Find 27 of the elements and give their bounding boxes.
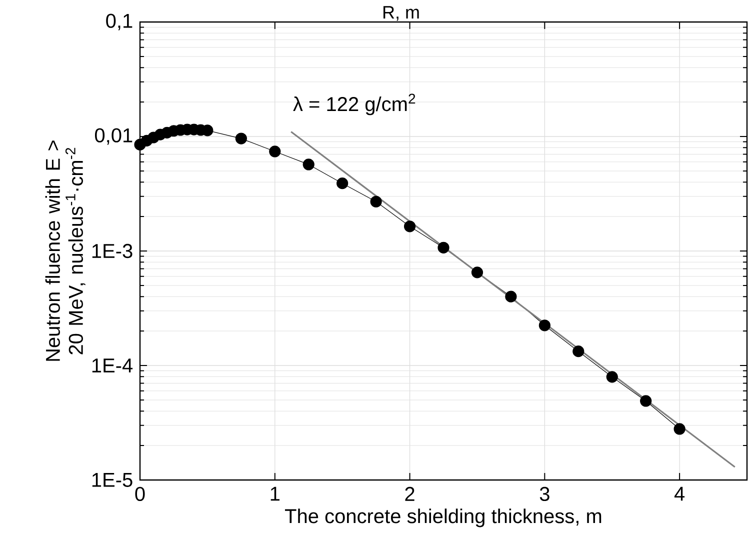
y-tick-label: 0,01 <box>94 128 132 145</box>
point <box>505 290 517 302</box>
x-tick-label: 1 <box>270 486 280 501</box>
x-tick-label: 3 <box>540 486 550 502</box>
x-tick-label: 4 <box>674 486 685 501</box>
x-tick-label: 0 <box>135 486 145 502</box>
point <box>336 178 348 190</box>
point <box>438 242 450 254</box>
x-axis-title: The concrete shielding thickness, m <box>284 508 602 528</box>
point <box>572 346 584 358</box>
point <box>674 423 686 435</box>
annotation: λ = 122 g/cm$^{2}$ <box>293 94 416 116</box>
y-tick-label: 1E-5 <box>92 473 132 487</box>
point <box>370 196 382 208</box>
point <box>302 158 314 170</box>
y-tick-label: 0,1 <box>106 14 132 30</box>
point <box>269 146 281 158</box>
y-tick-label: 1E-4 <box>92 358 133 372</box>
x-tick-label: 2 <box>405 486 414 501</box>
text: R, m <box>383 6 419 21</box>
point <box>404 220 416 232</box>
point <box>606 371 618 383</box>
y-tick-label: 1E-3 <box>92 244 132 258</box>
point <box>538 320 550 332</box>
point <box>235 132 247 144</box>
point <box>471 266 484 278</box>
point <box>640 395 652 407</box>
